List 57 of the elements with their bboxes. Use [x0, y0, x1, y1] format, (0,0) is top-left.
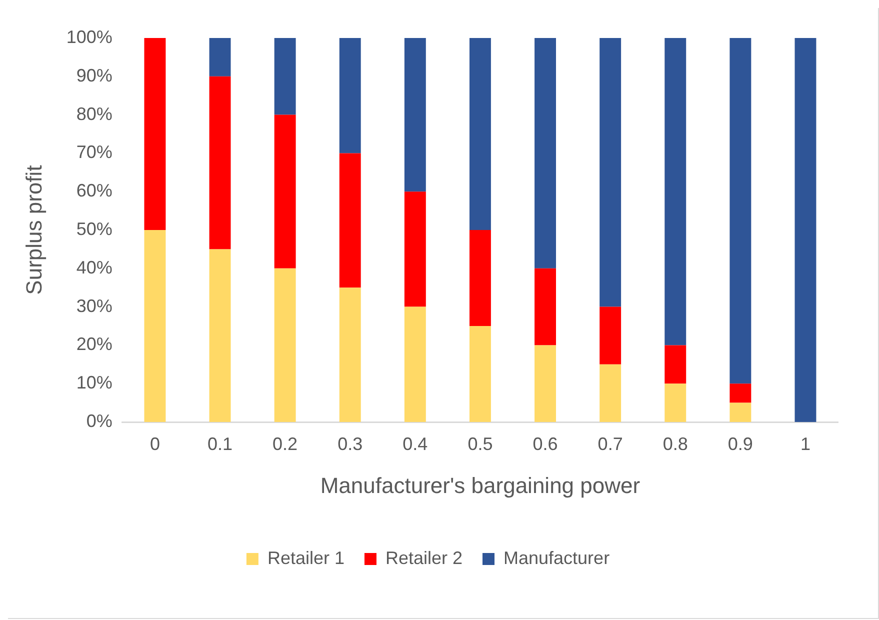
- x-axis-title: Manufacturer's bargaining power: [320, 472, 640, 498]
- bar: [600, 364, 622, 422]
- bar: [469, 230, 491, 326]
- bar: [664, 345, 686, 384]
- x-tick-label: 0.7: [598, 434, 623, 454]
- bar: [664, 384, 686, 422]
- bar: [274, 114, 296, 268]
- bar: [600, 38, 622, 307]
- y-tick-label: 40%: [76, 257, 112, 278]
- bar: [664, 38, 686, 346]
- bar: [600, 306, 622, 364]
- bar: [274, 38, 296, 115]
- bar: [469, 38, 491, 230]
- x-tick-label: 0.2: [272, 434, 298, 454]
- y-axis-title: Surplus profit: [21, 165, 46, 295]
- y-tick-label: 70%: [76, 142, 112, 162]
- bar: [534, 38, 556, 268]
- bar: [404, 192, 426, 307]
- bar: [274, 268, 296, 422]
- y-tick-label: 20%: [76, 334, 112, 354]
- x-tick-label: 0.8: [662, 434, 688, 454]
- y-tick-label: 60%: [76, 180, 112, 201]
- bar: [534, 268, 556, 346]
- bar: [404, 306, 426, 422]
- legend-label: Manufacturer: [504, 548, 610, 568]
- x-tick-label: 0.6: [532, 434, 558, 454]
- bar: [730, 38, 752, 384]
- legend-label: Retailer 1: [267, 548, 344, 568]
- bar: [534, 345, 556, 422]
- y-tick-label: 90%: [76, 65, 112, 86]
- bar: [730, 384, 752, 403]
- y-tick-label: 10%: [76, 372, 112, 393]
- x-tick-label: 0.9: [728, 434, 753, 454]
- y-tick-label: 50%: [76, 218, 112, 239]
- bar: [730, 402, 752, 422]
- y-tick-label: 30%: [76, 296, 112, 316]
- bar: [144, 38, 166, 230]
- legend-label: Retailer 2: [385, 548, 463, 568]
- x-tick-label: 1: [800, 434, 810, 454]
- bar: [209, 38, 231, 76]
- bar: [404, 38, 426, 192]
- x-tick-label: 0.4: [402, 434, 428, 454]
- bar: [144, 230, 166, 422]
- bar: [339, 38, 361, 154]
- bar: [339, 288, 361, 422]
- y-tick-label: 80%: [76, 104, 112, 124]
- x-tick-label: 0.3: [338, 434, 363, 454]
- bar: [469, 326, 491, 422]
- y-tick-label: 0%: [86, 410, 112, 431]
- bar: [794, 38, 816, 422]
- x-tick-label: 0.1: [208, 434, 233, 454]
- bar: [209, 76, 231, 250]
- x-tick-label: 0: [150, 434, 160, 454]
- bar: [339, 153, 361, 288]
- bar: [209, 249, 231, 422]
- y-tick-label: 100%: [66, 26, 112, 47]
- x-tick-label: 0.5: [468, 434, 493, 454]
